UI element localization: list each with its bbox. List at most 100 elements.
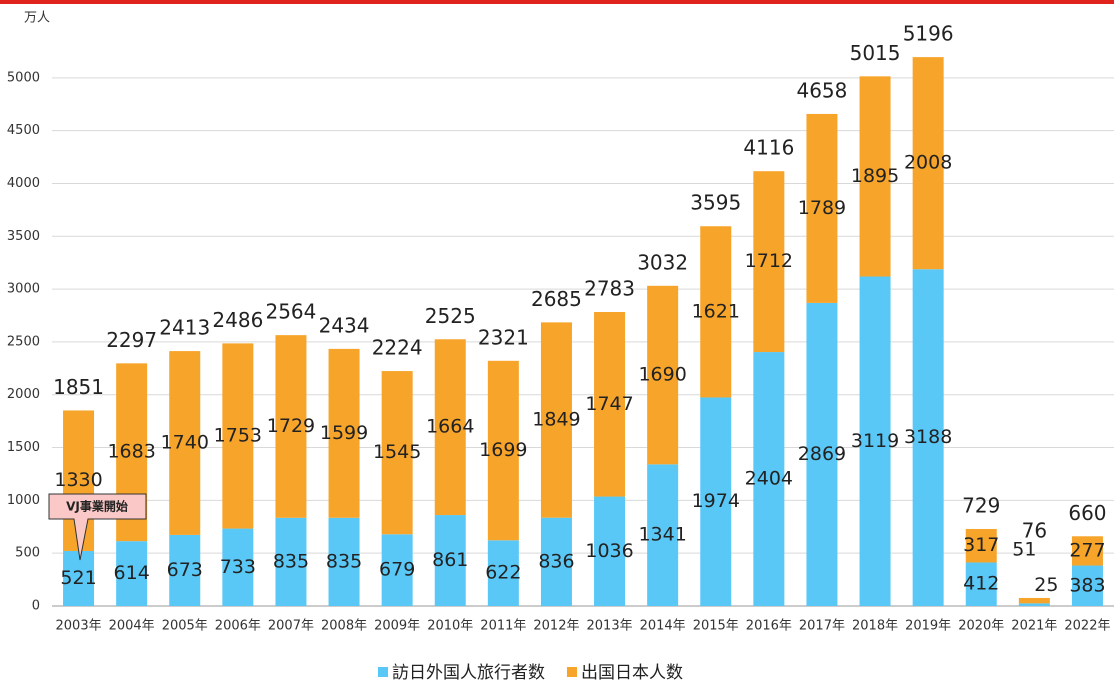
x-tick-label: 2011年	[480, 619, 526, 634]
y-tick-label: 2500	[7, 334, 40, 349]
segment-label: 1036	[585, 540, 633, 562]
y-tick-label: 5000	[7, 70, 40, 85]
x-tick-label: 2014年	[640, 619, 686, 634]
x-tick-label: 2012年	[533, 619, 579, 634]
x-tick-label: 2007年	[268, 619, 314, 634]
bar-segment	[381, 534, 413, 606]
segment-label: 51	[1012, 538, 1036, 560]
x-tick-label: 2020年	[958, 619, 1004, 634]
bar-segment	[434, 339, 466, 516]
segment-label: 3119	[851, 430, 899, 452]
bar-segment	[63, 550, 95, 606]
total-label: 2434	[319, 313, 370, 337]
x-tick-label: 2018年	[852, 619, 898, 634]
bar-segment	[434, 515, 466, 606]
segment-label: 1683	[107, 441, 155, 463]
total-label: 1851	[53, 375, 104, 399]
x-tick-label: 2021年	[1011, 619, 1057, 634]
x-tick-label: 2008年	[321, 619, 367, 634]
bar-segment	[328, 348, 360, 518]
bar-segment	[169, 534, 201, 606]
segment-label: 861	[432, 549, 468, 571]
segment-label: 383	[1069, 574, 1105, 596]
bar-segment	[594, 496, 626, 606]
bar-segment	[912, 269, 944, 606]
segment-label: 3188	[904, 426, 952, 448]
y-tick-label: 0	[32, 599, 40, 614]
total-label: 5015	[850, 41, 901, 65]
x-tick-label: 2009年	[374, 619, 420, 634]
segment-label: 1621	[692, 300, 740, 322]
bar-segment	[859, 76, 891, 277]
segment-label: 1747	[585, 393, 633, 415]
segment-label: 1664	[426, 416, 474, 438]
bar-segment	[700, 226, 732, 398]
x-tick-label: 2016年	[746, 619, 792, 634]
total-label: 3595	[690, 191, 741, 215]
segment-label: 614	[114, 562, 150, 584]
bar-segment	[753, 171, 785, 353]
x-tick-label: 2004年	[109, 619, 155, 634]
x-tick-label: 2022年	[1064, 619, 1110, 634]
segment-label: 2404	[745, 468, 793, 490]
bar-segment	[1071, 565, 1103, 606]
bar-segment	[965, 562, 997, 606]
bar-segment	[487, 540, 519, 606]
total-label: 2783	[584, 277, 635, 301]
y-tick-label: 4000	[7, 176, 40, 191]
total-label: 660	[1068, 501, 1106, 525]
callout	[48, 493, 147, 561]
y-tick-label: 1500	[7, 440, 40, 455]
segment-label: 1789	[798, 197, 846, 219]
total-label: 2413	[159, 316, 210, 340]
x-tick-label: 2003年	[56, 619, 102, 634]
total-label: 3032	[637, 250, 688, 274]
segment-label: 1974	[692, 490, 740, 512]
total-label: 5196	[903, 22, 954, 46]
bar-segment	[169, 351, 201, 535]
y-unit: 万人	[24, 11, 50, 26]
y-tick-label: 500	[15, 546, 40, 561]
bar-segment	[594, 312, 626, 497]
bar-segment	[328, 517, 360, 606]
bar-segment	[222, 343, 254, 529]
segment-label: 1330	[54, 469, 102, 491]
total-label: 2525	[425, 304, 476, 328]
bar-segment	[540, 517, 572, 606]
bar-segment	[1018, 597, 1050, 604]
segment-label: 1740	[161, 432, 209, 454]
segment-label: 679	[379, 559, 415, 581]
bar-segment	[487, 360, 519, 541]
total-label: 2486	[212, 308, 263, 332]
segment-label: 835	[326, 550, 362, 572]
total-label: 2224	[372, 336, 423, 360]
x-tick-label: 2006年	[215, 619, 261, 634]
bar-segment	[647, 464, 679, 606]
segment-label: 836	[538, 550, 574, 572]
bar-segment	[381, 371, 413, 535]
segment-label: 317	[963, 534, 999, 556]
bar-segment	[647, 285, 679, 465]
x-tick-label: 2017年	[799, 619, 845, 634]
segment-label: 1729	[267, 415, 315, 437]
bar-segment	[222, 528, 254, 606]
segment-label: 521	[60, 567, 96, 589]
total-label: 4658	[796, 78, 847, 102]
bar-segment	[1071, 536, 1103, 566]
bar-segment	[753, 352, 785, 606]
legend-swatch	[567, 667, 577, 677]
total-label: 2564	[265, 300, 316, 324]
segment-label: 1849	[532, 409, 580, 431]
segment-label: 1753	[214, 424, 262, 446]
segment-label: 1690	[638, 364, 686, 386]
segment-label: 25	[1034, 574, 1058, 596]
total-label: 2321	[478, 325, 529, 349]
bar-segment	[1018, 603, 1050, 606]
x-tick-label: 2005年	[162, 619, 208, 634]
total-label: 2685	[531, 287, 582, 311]
segment-label: 673	[167, 559, 203, 581]
segment-label: 1895	[851, 165, 899, 187]
segment-label: 1545	[373, 441, 421, 463]
y-tick-label: 3500	[7, 229, 40, 244]
